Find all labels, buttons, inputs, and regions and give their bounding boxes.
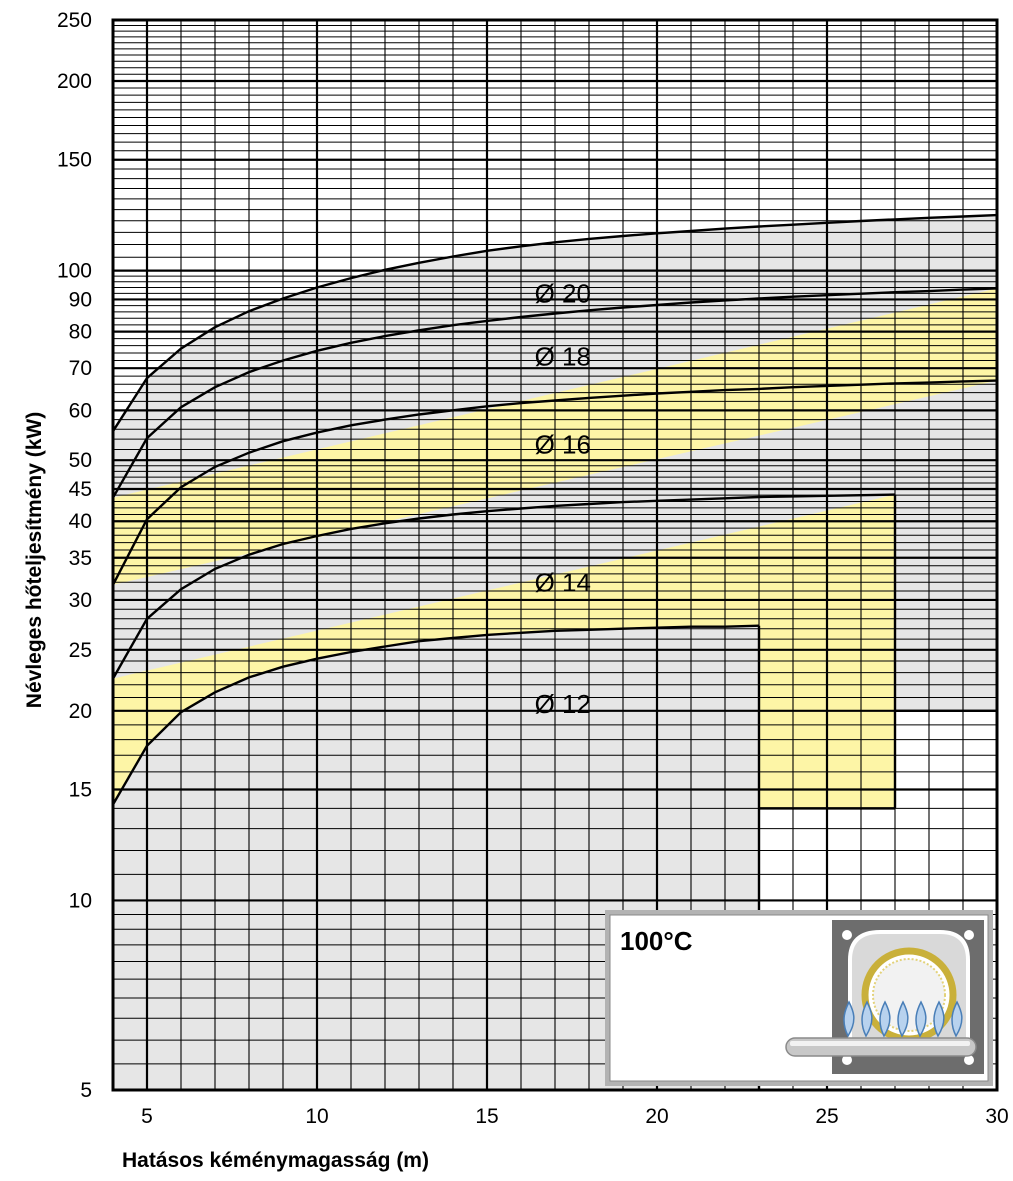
x-tick-label: 30 [985,1105,1008,1128]
y-tick-label: 5 [80,1079,92,1102]
x-axis-title: Hatásos kéménymagasság (m) [122,1149,429,1172]
boundary-curve [111,287,998,499]
x-tick-label: 15 [475,1105,498,1128]
y-tick-label: 20 [69,700,92,723]
temperature-label: 100°C [620,926,693,956]
y-tick-label: 100 [57,260,92,283]
y-tick-label: 250 [57,9,92,32]
inset-panel: 100°C [605,910,993,1086]
gas-boiler-burner-icon [785,920,984,1074]
y-axis-title: Névleges hőteljesítmény (kW) [23,412,46,708]
x-tick-label: 10 [305,1105,328,1128]
y-tick-label: 35 [69,547,92,570]
y-tick-label: 10 [69,889,92,912]
boundary-curve [111,379,998,586]
x-axis-ticks: 5 10 15 20 25 30 [141,1105,1009,1128]
y-tick-label: 30 [69,589,92,612]
band-1 [113,625,759,1090]
x-tick-label: 5 [141,1105,153,1128]
band-label: Ø 12 [535,689,591,719]
y-axis-ticks: 5 10 15 20 25 30 35 40 45 50 60 70 80 90 100 150 200 250 [57,9,92,1102]
band-label: Ø 16 [535,429,591,459]
y-tick-label: 60 [69,399,92,422]
y-tick-label: 50 [69,449,92,472]
band-label: Ø 20 [535,278,591,308]
y-tick-label: 40 [69,510,92,533]
band-label: Ø 14 [535,567,591,597]
y-tick-label: 45 [69,478,92,501]
plot-frame [111,18,999,1092]
boundary-curve [111,213,998,432]
y-tick-label: 90 [69,288,92,311]
band-labels: Ø 20 Ø 18 Ø 16 Ø 14 Ø 12 [535,278,591,719]
boundary-curve [111,493,896,680]
y-tick-label: 150 [57,149,92,172]
boundary-curve [111,624,760,806]
boundary-curves [111,213,998,1090]
y-tick-label: 70 [69,357,92,380]
x-tick-label: 20 [645,1105,668,1128]
y-tick-label: 15 [69,779,92,802]
y-tick-label: 200 [57,70,92,93]
y-tick-label: 80 [69,321,92,344]
x-tick-label: 25 [815,1105,838,1128]
y-tick-label: 25 [69,639,92,662]
band-label: Ø 18 [535,342,591,372]
